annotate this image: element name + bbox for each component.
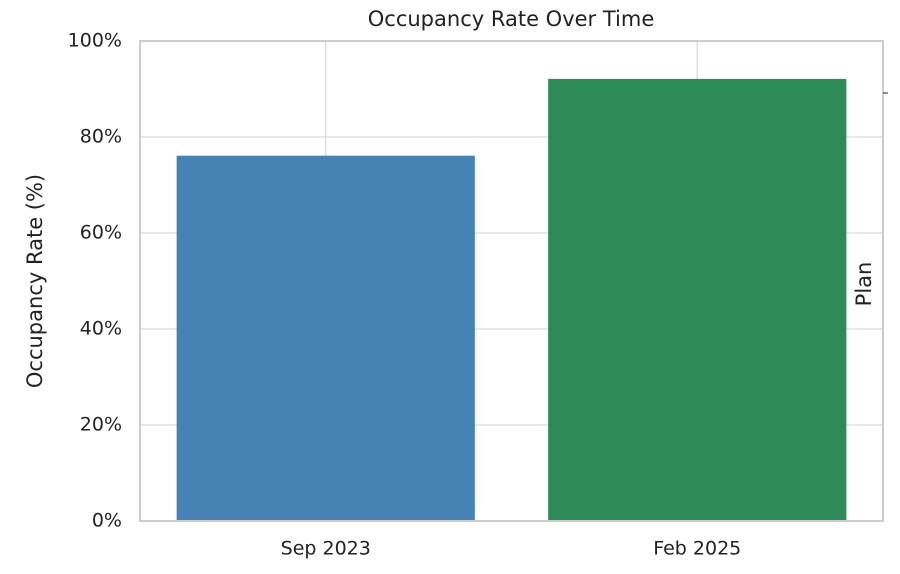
y-tick-label: 20% bbox=[80, 414, 122, 436]
y-axis-label: Occupancy Rate (%) bbox=[23, 174, 47, 388]
plot-frame bbox=[139, 40, 884, 522]
x-tick-label: Sep 2023 bbox=[281, 538, 371, 560]
chart-title: Occupancy Rate Over Time bbox=[368, 7, 655, 31]
x-tick-label: Feb 2025 bbox=[653, 538, 741, 560]
y-tick-label: 40% bbox=[80, 318, 122, 340]
y-tick-label: 0% bbox=[92, 510, 122, 532]
bar bbox=[548, 78, 847, 522]
bar bbox=[176, 155, 475, 522]
y-tick-label: 60% bbox=[80, 222, 122, 244]
y-tick-label: 80% bbox=[80, 126, 122, 148]
y-tick-label: 100% bbox=[68, 30, 122, 52]
y2-axis-label: Plan bbox=[852, 262, 876, 307]
